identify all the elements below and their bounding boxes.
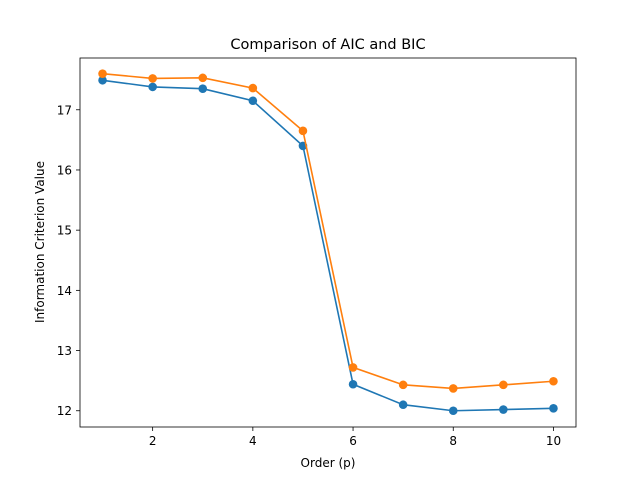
series-2-point [298,126,308,136]
series-1-point [499,405,508,414]
x-tick-label: 2 [149,434,157,448]
axes-frame [79,57,577,428]
series-2-line [102,72,554,390]
series-2-point [398,380,408,390]
y-tick-label: 17 [57,103,72,117]
x-axis-label: Order (p) [301,456,356,470]
chart-title: Comparison of AIC and BIC [230,37,425,53]
series-2-point [348,363,358,372]
x-tick-label: 6 [349,434,357,448]
series-1-point [348,379,358,389]
series-1-point [398,400,408,410]
series-1-point [248,96,258,106]
series-2-point [148,74,157,83]
series-2-point [248,83,258,93]
y-tick-label: 16 [57,163,72,177]
y-axis-label: Information Criterion Value [33,161,47,323]
y-tick-label: 14 [57,284,72,298]
x-tick-label: 8 [449,434,457,448]
y-tick-label: 13 [57,344,72,358]
series-1-point [98,75,107,85]
plot-area [98,69,558,416]
series-1-point [148,82,157,92]
series-1-point [198,84,208,93]
y-tick-label: 12 [57,404,72,418]
series-2-point [448,384,458,393]
series-2-point [499,380,508,390]
axes: 2 4 6 8 10 12 13 14 15 16 17 [57,57,577,448]
x-tick-label: 4 [249,434,257,448]
series-2-point [98,69,107,78]
x-tick-label: 10 [546,434,561,448]
series-1-line [102,79,554,412]
y-tick-label: 15 [57,224,72,238]
series-2-point [198,73,208,83]
series-1-point [549,404,558,413]
series-2-point [549,376,558,386]
series-1-point [448,406,458,416]
